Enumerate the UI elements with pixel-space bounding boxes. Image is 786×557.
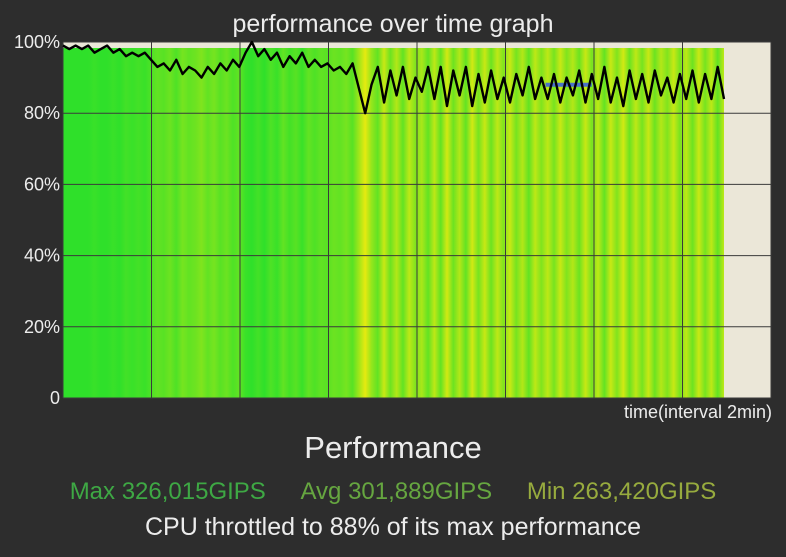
y-tick-label: 80% <box>24 103 60 123</box>
performance-heading: Performance <box>304 430 482 465</box>
grid-lines <box>62 41 772 399</box>
y-tick-label: 40% <box>24 246 60 266</box>
x-axis-label: time(interval 2min) <box>623 402 772 422</box>
performance-area-fill <box>63 48 724 398</box>
performance-line <box>62 40 726 115</box>
y-tick-label: 60% <box>24 174 60 194</box>
max-performance: Max 326,015GIPS <box>69 478 266 505</box>
y-tick-label: 0 <box>50 388 60 408</box>
chart-title: performance over time graph <box>232 10 554 38</box>
throttle-message: CPU throttled to 88% of its max performa… <box>144 513 642 541</box>
y-tick-label: 100% <box>14 32 60 52</box>
min-performance: Min 263,420GIPS <box>526 478 717 505</box>
y-axis-ticks: 100% 80% 60% 40% 20% 0 <box>14 32 60 408</box>
y-tick-label: 20% <box>24 317 60 337</box>
avg-performance: Avg 301,889GIPS <box>300 478 493 505</box>
performance-stats: Max 326,015GIPS Avg 301,889GIPS Min 263,… <box>0 478 786 506</box>
